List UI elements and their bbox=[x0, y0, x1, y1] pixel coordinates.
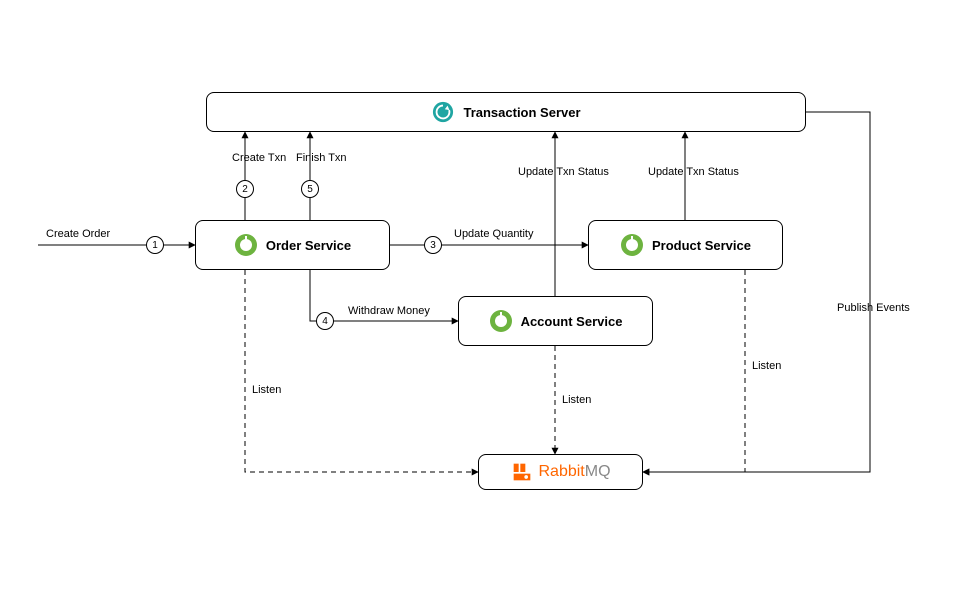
account-service-node: Account Service bbox=[458, 296, 653, 346]
finish-txn-label: Finish Txn bbox=[296, 152, 347, 164]
product-service-label: Product Service bbox=[652, 238, 751, 253]
transaction-server-label: Transaction Server bbox=[463, 105, 580, 120]
rabbitmq-node: RabbitMQ bbox=[478, 454, 643, 490]
rabbitmq-label: RabbitMQ bbox=[538, 463, 610, 481]
listen-order-label: Listen bbox=[252, 384, 281, 396]
create-txn-label: Create Txn bbox=[232, 152, 286, 164]
order-service-label: Order Service bbox=[266, 238, 351, 253]
step-5-badge: 5 bbox=[301, 180, 319, 198]
create-order-label: Create Order bbox=[46, 228, 110, 240]
spring-icon bbox=[620, 233, 644, 257]
step-1-badge: 1 bbox=[146, 236, 164, 254]
update-status-acct-label: Update Txn Status bbox=[518, 166, 609, 178]
refresh-circle-icon bbox=[431, 100, 455, 124]
step-2-badge: 2 bbox=[236, 180, 254, 198]
step-4-badge: 4 bbox=[316, 312, 334, 330]
account-service-label: Account Service bbox=[521, 314, 623, 329]
rabbitmq-icon bbox=[510, 460, 534, 484]
listen-prod-label: Listen bbox=[752, 360, 781, 372]
withdraw-money-label: Withdraw Money bbox=[348, 305, 430, 317]
update-status-prod-label: Update Txn Status bbox=[648, 166, 739, 178]
transaction-server-node: Transaction Server bbox=[206, 92, 806, 132]
product-service-node: Product Service bbox=[588, 220, 783, 270]
order-service-node: Order Service bbox=[195, 220, 390, 270]
update-quantity-label: Update Quantity bbox=[454, 228, 534, 240]
listen-acct-label: Listen bbox=[562, 394, 591, 406]
publish-events-label: Publish Events bbox=[837, 302, 910, 314]
spring-icon bbox=[234, 233, 258, 257]
spring-icon bbox=[489, 309, 513, 333]
step-3-badge: 3 bbox=[424, 236, 442, 254]
